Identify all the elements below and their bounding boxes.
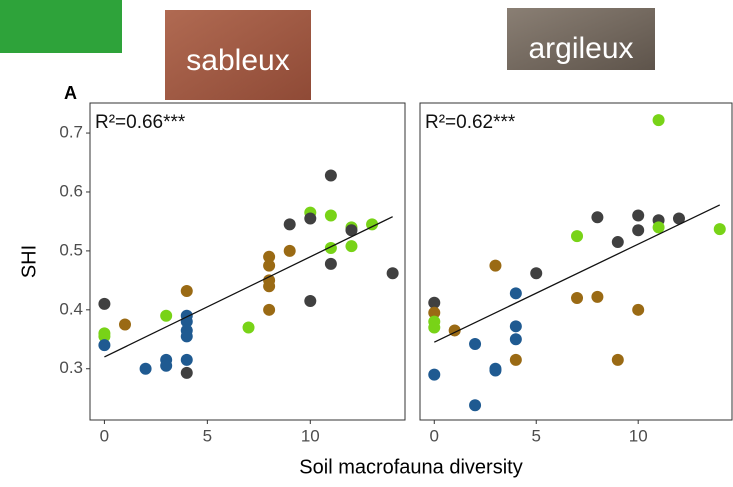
green-block bbox=[0, 0, 122, 53]
clay-image bbox=[507, 8, 655, 70]
point bbox=[324, 241, 337, 254]
point bbox=[324, 209, 337, 222]
point bbox=[652, 114, 665, 127]
point bbox=[530, 267, 543, 280]
point bbox=[242, 321, 255, 334]
y-tick-label: 0.3 bbox=[59, 358, 83, 377]
point bbox=[672, 212, 685, 225]
point bbox=[366, 218, 379, 231]
point bbox=[386, 267, 399, 280]
point bbox=[469, 399, 482, 412]
point bbox=[509, 353, 522, 366]
y-tick-label: 0.4 bbox=[59, 299, 83, 318]
point bbox=[428, 306, 441, 319]
image-label: sableux bbox=[186, 44, 289, 77]
point bbox=[509, 320, 522, 333]
point bbox=[591, 211, 604, 224]
point bbox=[98, 330, 111, 343]
point bbox=[345, 240, 358, 253]
point bbox=[180, 284, 193, 297]
point bbox=[263, 280, 276, 293]
point bbox=[180, 366, 193, 379]
point bbox=[180, 330, 193, 343]
point bbox=[160, 309, 173, 322]
x-axis-label: Soil macrofauna diversity bbox=[299, 456, 522, 478]
image-label: argileux bbox=[528, 32, 633, 65]
point bbox=[428, 321, 441, 334]
point bbox=[571, 292, 584, 305]
x-tick-label: 5 bbox=[203, 426, 212, 445]
panel-label: A bbox=[64, 83, 77, 103]
x-tick-label: 0 bbox=[430, 426, 439, 445]
plot-frame bbox=[419, 102, 733, 421]
point bbox=[283, 218, 296, 231]
point bbox=[324, 257, 337, 270]
point bbox=[713, 223, 726, 236]
point bbox=[263, 259, 276, 272]
point bbox=[160, 359, 173, 372]
x-tick-label: 10 bbox=[629, 426, 648, 445]
point bbox=[469, 337, 482, 350]
trend-line bbox=[433, 204, 721, 343]
point bbox=[652, 221, 665, 234]
point bbox=[119, 318, 131, 331]
x-tick-label: 10 bbox=[301, 426, 320, 445]
point bbox=[489, 364, 502, 377]
y-tick-label: 0.7 bbox=[59, 123, 83, 142]
point bbox=[304, 294, 317, 307]
point bbox=[571, 230, 584, 243]
trend-line bbox=[104, 216, 393, 358]
point bbox=[591, 290, 604, 303]
point bbox=[611, 353, 624, 366]
point bbox=[263, 250, 276, 263]
point bbox=[98, 297, 111, 310]
y-tick-label: 0.6 bbox=[59, 181, 83, 200]
point bbox=[509, 333, 522, 346]
y-tick-label: 0.5 bbox=[59, 240, 83, 259]
point bbox=[428, 296, 441, 309]
annotation: R²=0.62*** bbox=[425, 112, 516, 133]
point bbox=[139, 362, 152, 375]
point bbox=[632, 303, 645, 316]
point bbox=[324, 169, 337, 182]
x-tick-label: 0 bbox=[100, 426, 109, 445]
point bbox=[632, 209, 645, 222]
point bbox=[263, 303, 276, 316]
point bbox=[611, 236, 624, 249]
x-tick-label: 5 bbox=[532, 426, 541, 445]
annotation: R²=0.66*** bbox=[95, 112, 186, 133]
point bbox=[283, 244, 296, 257]
point bbox=[98, 339, 111, 352]
plot-frame bbox=[89, 102, 406, 421]
point bbox=[489, 259, 502, 272]
point bbox=[428, 368, 441, 381]
point bbox=[632, 224, 645, 237]
point bbox=[304, 212, 317, 225]
sand-image bbox=[165, 10, 311, 100]
point bbox=[180, 353, 193, 366]
y-axis-label: SHI bbox=[18, 245, 40, 278]
point bbox=[509, 287, 522, 300]
point bbox=[345, 224, 358, 237]
